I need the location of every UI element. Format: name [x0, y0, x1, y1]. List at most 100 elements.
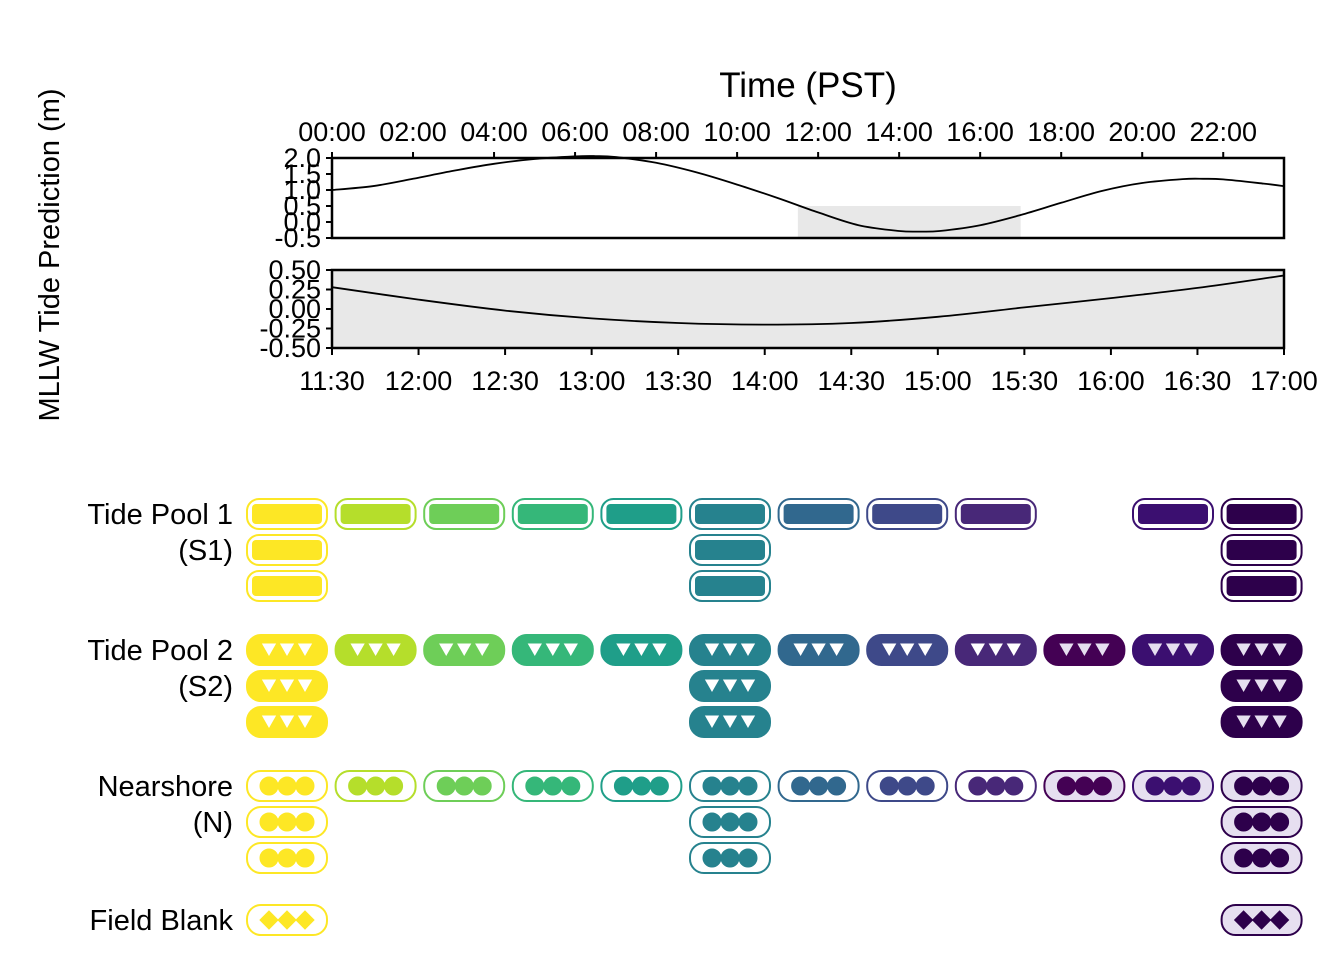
sample-pill — [1220, 770, 1303, 802]
x-tick-label: 16:00 — [1077, 366, 1145, 396]
x-tick-label: 15:00 — [904, 366, 972, 396]
circle-marker — [879, 776, 899, 796]
circle-marker — [454, 776, 474, 796]
triangle-marker — [473, 642, 492, 659]
triangle-marker — [703, 714, 721, 731]
circle-marker — [543, 776, 563, 796]
zoom-tide-panel: 11:30 12:00 12:30 13:00 13:30 14:00 14:30 15:00… — [259, 255, 1317, 396]
sample-pill — [954, 770, 1037, 802]
triangle-marker — [721, 642, 739, 659]
triangle-marker — [721, 714, 739, 731]
circle-marker — [1004, 776, 1024, 796]
sample-pill — [334, 634, 417, 666]
sample-pill — [1132, 498, 1214, 530]
triangle-marker — [614, 642, 633, 659]
pill-fill — [252, 576, 322, 596]
sample-pill — [334, 770, 417, 802]
diamond-marker — [259, 910, 279, 930]
triangle-marker — [366, 642, 385, 659]
circle-marker — [277, 812, 297, 832]
circle-marker — [968, 776, 988, 796]
triangle-marker — [1252, 642, 1271, 659]
sample-pill — [1220, 842, 1303, 874]
sample-pill — [1220, 706, 1303, 738]
zoom-window-highlight — [797, 206, 1021, 238]
sample-pill — [511, 498, 594, 530]
circle-marker — [1252, 812, 1272, 832]
triangle-marker — [1252, 714, 1271, 731]
row-label: Nearshore — [98, 771, 233, 803]
circle-marker — [561, 776, 581, 796]
sample-pill — [689, 806, 771, 838]
triangle-marker — [880, 642, 899, 659]
circle-marker — [631, 776, 651, 796]
x-tick-label: 22:00 — [1189, 117, 1257, 147]
sample-pill — [689, 634, 771, 666]
triangle-marker — [968, 642, 987, 659]
triangle-marker — [739, 678, 757, 695]
sample-pill — [1220, 806, 1303, 838]
top-panel-frame — [330, 156, 1286, 240]
x-tick-label: 18:00 — [1027, 117, 1095, 147]
x-tick-label: 16:30 — [1164, 366, 1232, 396]
triangle-marker — [791, 642, 810, 659]
triangle-marker — [543, 642, 562, 659]
sample-pill — [423, 634, 506, 666]
triangle-marker — [1182, 642, 1200, 659]
pill-fill — [340, 504, 411, 524]
row-sublabel: (S2) — [178, 671, 233, 703]
sample-pill — [1220, 904, 1303, 936]
sample-pill — [511, 770, 594, 802]
sample-pill — [246, 634, 328, 666]
x-tick-label: 15:30 — [991, 366, 1059, 396]
sample-pill — [866, 634, 949, 666]
sample-pill — [511, 634, 594, 666]
circle-marker — [277, 848, 297, 868]
circle-marker — [809, 776, 829, 796]
pill-fill — [252, 504, 322, 524]
circle-marker — [702, 848, 722, 868]
pill-fill — [1138, 504, 1208, 524]
circle-marker — [259, 848, 279, 868]
y-tick-label: 0.50 — [268, 255, 321, 285]
triangle-marker — [898, 642, 917, 659]
circle-marker — [436, 776, 456, 796]
pill-fill — [606, 504, 677, 524]
y-tick-label: -0.25 — [259, 314, 321, 344]
triangle-marker — [703, 678, 721, 695]
x-tick-label: 10:00 — [703, 117, 771, 147]
sample-pill — [689, 570, 771, 602]
circle-marker — [1234, 776, 1254, 796]
sampling-matrix: Tide Pool 1 (S1) Tide Pool 2 (S2) Nearshore (… — [87, 498, 1303, 937]
x-tick-label: 04:00 — [460, 117, 528, 147]
sample-pill — [246, 670, 328, 702]
sample-pill — [600, 634, 683, 666]
pill-fill — [960, 504, 1031, 524]
triangle-marker — [739, 714, 757, 731]
sample-pill — [777, 770, 860, 802]
sample-pill — [246, 534, 328, 566]
x-tick-label: 11:30 — [299, 366, 365, 396]
circle-marker — [1074, 776, 1094, 796]
sample-pill — [1132, 770, 1214, 802]
circle-marker — [702, 812, 722, 832]
sample-pill — [246, 570, 328, 602]
sample-pill — [600, 498, 683, 530]
triangle-marker — [916, 642, 935, 659]
sample-pill — [689, 706, 771, 738]
circle-marker — [295, 812, 315, 832]
circle-marker — [897, 776, 917, 796]
pill-fill — [1226, 504, 1297, 524]
pill-fill — [1226, 576, 1297, 596]
sample-pill — [777, 498, 860, 530]
y-tick-label: 0.25 — [268, 275, 321, 305]
sample-pill — [689, 498, 771, 530]
sample-pill — [866, 498, 949, 530]
triangle-marker — [260, 678, 278, 695]
diamond-marker — [277, 910, 297, 930]
circle-marker — [277, 776, 297, 796]
y-axis-label: MLLW Tide Prediction (m) — [34, 88, 66, 421]
sample-pill — [689, 770, 771, 802]
triangle-marker — [739, 642, 757, 659]
circle-marker — [1270, 776, 1290, 796]
